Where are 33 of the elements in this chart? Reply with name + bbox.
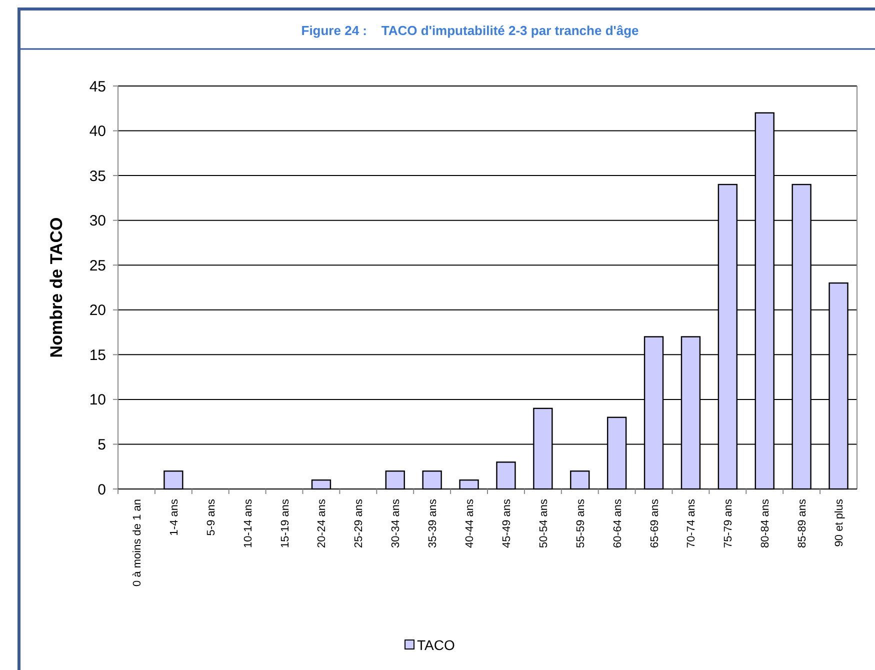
x-tick-label: 45-49 ans <box>500 498 513 548</box>
x-tick-label: 70-74 ans <box>686 498 698 548</box>
x-tick-label: 65-69 ans <box>648 498 661 548</box>
y-tick-label: 20 <box>89 302 106 320</box>
x-tick-label: 75-79 ans <box>722 498 735 548</box>
x-tick-label: 5-9 ans <box>205 498 218 536</box>
y-axis-title: Nombre de TACO <box>47 217 66 358</box>
legend-label: TACO <box>417 637 455 653</box>
x-tick-label: 25-29 ans <box>353 498 366 548</box>
x-tick-label: 50-54 ans <box>538 498 550 548</box>
y-tick-label: 5 <box>98 436 106 454</box>
x-tick-label: 90 et plus <box>834 498 846 547</box>
y-tick-label: 40 <box>89 123 106 140</box>
chart-title: Figure 24 : TACO d'imputabilité 2-3 par tranche d'âge <box>301 23 639 38</box>
x-tick-label: 85-89 ans <box>796 498 809 548</box>
y-tick-label: 10 <box>89 392 106 409</box>
y-tick-label: 0 <box>98 481 106 498</box>
y-tick-label: 15 <box>89 346 106 364</box>
x-tick-label: 30-34 ans <box>390 498 402 548</box>
x-tick-label: 40-44 ans <box>464 498 476 548</box>
x-tick-label: 1-4 ans <box>168 498 180 536</box>
y-tick-label: 35 <box>89 168 106 185</box>
x-tick-label: 35-39 ans <box>427 498 440 548</box>
x-tick-label: 15-19 ans <box>279 498 292 548</box>
x-tick-label: 0 à moins de 1 an <box>131 499 144 586</box>
y-tick-label: 30 <box>89 212 106 230</box>
x-tick-label: 60-64 ans <box>612 498 624 548</box>
x-tick-label: 10-14 ans <box>242 498 254 548</box>
x-tick-label: 80-84 ans <box>760 498 772 548</box>
y-tick-label: 25 <box>89 257 106 274</box>
x-tick-label: 20-24 ans <box>316 498 328 548</box>
y-tick-label: 45 <box>89 78 106 96</box>
x-tick-label: 55-59 ans <box>574 498 587 548</box>
